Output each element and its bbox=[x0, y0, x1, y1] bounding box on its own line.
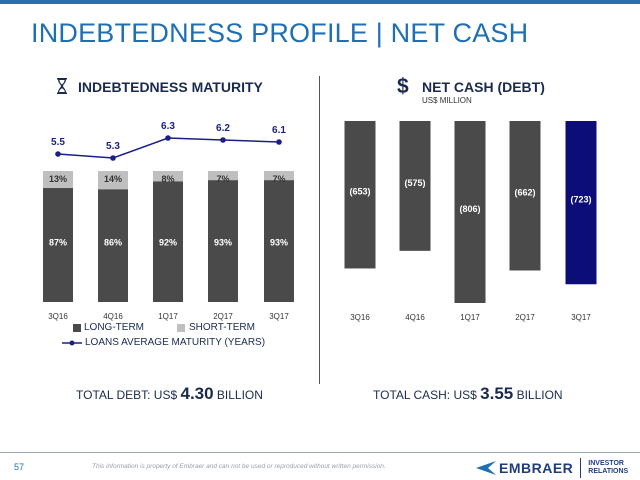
short-term-bar-3Q16 bbox=[43, 171, 73, 189]
debt-section-title: INDEBTEDNESS MATURITY bbox=[78, 79, 263, 95]
dollar-icon: $ bbox=[397, 75, 409, 98]
maturity-point-3Q17 bbox=[276, 139, 282, 145]
net-cash-label-2Q17: (662) bbox=[514, 188, 535, 198]
maturity-label-4Q16: 5.3 bbox=[106, 141, 120, 152]
net-cash-bar-4Q16 bbox=[399, 121, 431, 251]
x-tick-label-3Q17: 3Q17 bbox=[269, 312, 289, 321]
long-term-label-1Q17: 92% bbox=[159, 238, 177, 248]
net-cash-bar-1Q17 bbox=[454, 121, 486, 303]
short-term-bar-4Q16 bbox=[98, 171, 128, 190]
maturity-label-3Q17: 6.1 bbox=[272, 125, 286, 136]
net-cash-bar-3Q16 bbox=[344, 121, 376, 269]
net-cash-label-3Q16: (653) bbox=[349, 187, 370, 197]
total-cash-value: 3.55 bbox=[480, 384, 514, 403]
long-term-bar-1Q17 bbox=[153, 181, 183, 302]
hourglass-icon bbox=[57, 78, 67, 94]
net-cash-label-4Q16: (575) bbox=[404, 178, 425, 188]
net-cash-chart: (653) 3Q16 (575) 4Q16 (806) 1Q17 (662) 2Q17 (723… bbox=[344, 121, 597, 322]
maturity-label-2Q17: 6.2 bbox=[216, 123, 230, 134]
net-cash-bar-3Q17 bbox=[565, 121, 597, 285]
x-tick-label-2Q17: 2Q17 bbox=[213, 312, 233, 321]
total-debt-suffix: BILLION bbox=[213, 388, 263, 402]
long-term-bar-3Q17 bbox=[264, 180, 294, 302]
netcash-unit-label: US$ MILLION bbox=[422, 96, 472, 105]
page-number: 57 bbox=[14, 462, 25, 472]
total-debt-value: 4.30 bbox=[180, 384, 214, 403]
long-term-label-3Q16: 87% bbox=[49, 238, 67, 248]
total-debt-prefix: TOTAL DEBT: US$ bbox=[76, 388, 181, 402]
page-title: INDEBTEDNESS PROFILE | NET CASH bbox=[31, 18, 529, 48]
x-tick-label-1Q17: 1Q17 bbox=[460, 313, 480, 322]
legend-swatch-long-term bbox=[73, 324, 81, 332]
total-cash-prefix: TOTAL CASH: US$ bbox=[373, 388, 481, 402]
logo-unit: INVESTOR RELATIONS bbox=[588, 460, 628, 476]
long-term-label-2Q17: 93% bbox=[214, 238, 232, 248]
netcash-section-title: NET CASH (DEBT) bbox=[422, 79, 545, 95]
short-term-label-3Q17: 7% bbox=[272, 174, 285, 184]
x-tick-label-1Q17: 1Q17 bbox=[158, 312, 178, 321]
long-term-bar-2Q17 bbox=[208, 180, 238, 302]
legend-swatch-maturity-line bbox=[62, 340, 82, 346]
top-accent-bar bbox=[0, 0, 640, 4]
logo-unit-line-2: RELATIONS bbox=[588, 468, 629, 475]
short-term-bar-3Q17 bbox=[264, 171, 294, 181]
long-term-label-4Q16: 86% bbox=[104, 238, 122, 248]
maturity-line bbox=[57, 137, 280, 159]
footer-disclaimer: This information is property of Embraer … bbox=[92, 463, 386, 470]
legend-label-long-term: LONG-TERM bbox=[84, 322, 144, 333]
x-tick-label-3Q16: 3Q16 bbox=[48, 312, 68, 321]
legend-label-maturity-line: LOANS AVERAGE MATURITY (YEARS) bbox=[85, 337, 266, 348]
maturity-label-1Q17: 6.3 bbox=[161, 121, 175, 132]
x-tick-label-4Q16: 4Q16 bbox=[405, 313, 425, 322]
legend-label-short-term: SHORT-TERM bbox=[189, 322, 255, 333]
total-debt: TOTAL DEBT: US$ 4.30 BILLION bbox=[76, 384, 263, 404]
short-term-bar-2Q17 bbox=[208, 171, 238, 181]
embraer-logo: EMBRAER INVESTOR RELATIONS bbox=[476, 456, 628, 480]
net-cash-label-3Q17: (723) bbox=[570, 195, 591, 205]
total-cash-suffix: BILLION bbox=[513, 388, 563, 402]
net-cash-label-1Q17: (806) bbox=[459, 204, 480, 214]
short-term-label-3Q16: 13% bbox=[49, 174, 67, 184]
embraer-logo-icon bbox=[476, 461, 496, 475]
logo-separator bbox=[580, 458, 582, 478]
maturity-point-4Q16 bbox=[110, 155, 116, 161]
long-term-label-3Q17: 93% bbox=[270, 238, 288, 248]
debt-maturity-chart: 13% 87% 3Q16 14% 86% 4Q16 8% 92% 1Q17 7% 93% 2Q17 7%… bbox=[43, 121, 294, 321]
maturity-label-3Q16: 5.5 bbox=[51, 137, 65, 148]
x-tick-label-2Q17: 2Q17 bbox=[515, 313, 535, 322]
legend-swatch-short-term bbox=[177, 324, 185, 332]
maturity-point-3Q16 bbox=[55, 151, 61, 157]
x-tick-label-3Q17: 3Q17 bbox=[571, 313, 591, 322]
short-term-bar-1Q17 bbox=[153, 171, 183, 182]
maturity-point-1Q17 bbox=[165, 135, 171, 141]
long-term-bar-4Q16 bbox=[98, 189, 128, 302]
short-term-label-2Q17: 7% bbox=[216, 174, 229, 184]
x-tick-label-3Q16: 3Q16 bbox=[350, 313, 370, 322]
maturity-point-2Q17 bbox=[220, 137, 226, 143]
long-term-bar-3Q16 bbox=[43, 188, 73, 302]
logo-unit-line-1: INVESTOR bbox=[588, 460, 624, 467]
net-cash-bar-2Q17 bbox=[509, 121, 541, 271]
logo-wordmark: EMBRAER bbox=[499, 460, 574, 476]
footer-divider bbox=[0, 452, 640, 453]
section-divider bbox=[319, 76, 320, 384]
short-term-label-1Q17: 8% bbox=[161, 174, 174, 184]
total-cash: TOTAL CASH: US$ 3.55 BILLION bbox=[373, 384, 563, 404]
x-tick-label-4Q16: 4Q16 bbox=[103, 312, 123, 321]
short-term-label-4Q16: 14% bbox=[104, 174, 122, 184]
